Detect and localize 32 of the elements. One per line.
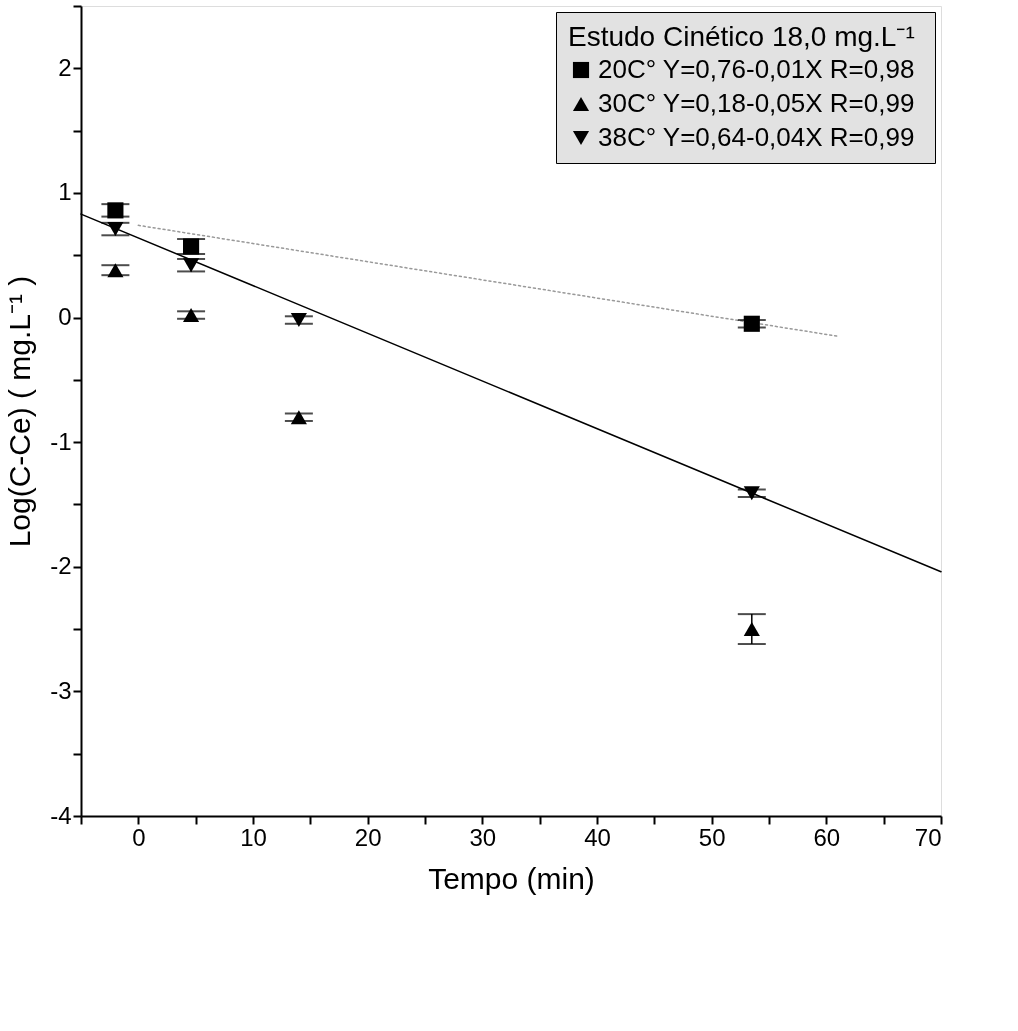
point [743,622,760,637]
x-tick-label: 40 [584,823,611,851]
x-axis-title: Tempo (min) [428,861,595,895]
point [183,238,200,255]
x-tick-label: 20 [354,823,382,851]
y-tick-label: 1 [58,178,72,206]
x-tick-label: 10 [240,823,267,851]
point [743,315,760,332]
legend-label: 30C° Y=0,18-0,05X R=0,99 [598,88,915,118]
point [290,410,307,425]
x-tick-label: 70 [914,823,942,851]
legend-label: 38C° Y=0,64-0,04X R=0,99 [598,122,915,152]
point [290,313,307,328]
y-tick-label: -3 [50,676,72,704]
y-tick-label: -1 [50,427,72,455]
legend-title: Estudo Cinético 18,0 mg.L⁻¹ [568,21,915,52]
point [183,308,200,323]
y-tick-label: 2 [58,53,72,81]
point [107,263,124,278]
point [107,222,124,237]
y-tick-label: -2 [50,552,72,580]
point [743,486,760,501]
x-tick-label: 50 [698,823,726,851]
x-tick-label: 60 [813,823,841,851]
y-axis-title: Log(C-Ce) ( mg.L⁻¹ ) [3,275,37,548]
point [183,258,200,273]
legend-label: 20C° Y=0,76-0,01X R=0,98 [598,54,915,84]
x-tick-label: 0 [132,823,146,851]
x-tick-label: 30 [469,823,497,851]
y-tick-label: 0 [58,303,72,331]
y-tick-label: -4 [50,801,72,829]
point [107,202,124,219]
